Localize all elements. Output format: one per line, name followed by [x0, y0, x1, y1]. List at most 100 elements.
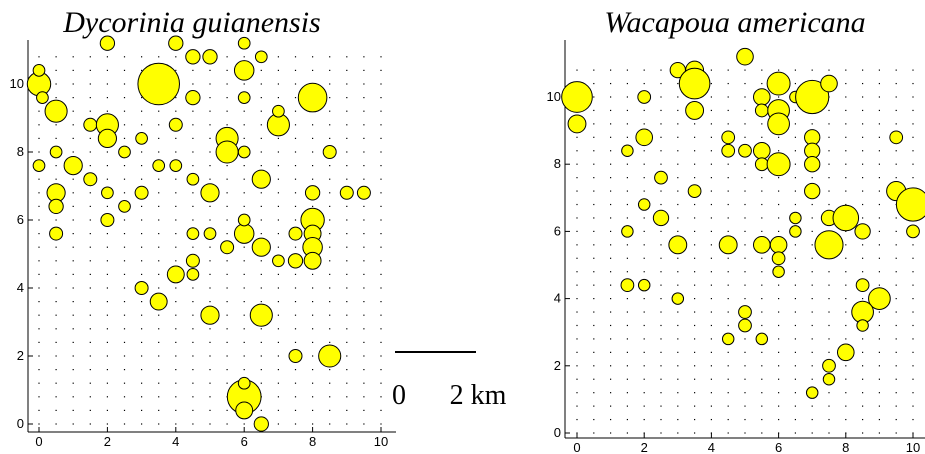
plot-dot	[89, 219, 91, 221]
plot-dot	[878, 418, 880, 421]
plot-dot	[72, 369, 74, 371]
plot-dot	[329, 137, 331, 139]
plot-dot	[209, 355, 211, 357]
plot-dot	[363, 287, 365, 289]
x-tick-label: 8	[842, 440, 849, 454]
plot-dot	[845, 150, 847, 152]
plot-dot	[593, 244, 595, 246]
plot-dot	[811, 311, 813, 313]
plot-dot	[576, 365, 578, 367]
plot-dot	[312, 69, 314, 71]
plot-dot	[363, 165, 365, 167]
plot-dot	[643, 405, 645, 407]
plot-dot	[643, 257, 645, 259]
plot-dot	[209, 205, 211, 207]
bubble-point	[772, 265, 785, 278]
plot-dot	[363, 56, 365, 58]
bubble-point	[736, 47, 754, 66]
plot-dot	[895, 257, 897, 259]
bubble-point	[288, 226, 303, 241]
plot-dot	[380, 301, 382, 303]
plot-dot	[106, 328, 108, 330]
plot-dot	[312, 301, 314, 303]
plot-dot	[610, 203, 612, 206]
plot-dot	[312, 396, 314, 398]
plot-dot	[626, 324, 628, 327]
plot-dot	[626, 271, 628, 273]
plot-dot	[243, 328, 245, 330]
plot-dot	[710, 311, 712, 313]
plot-dot	[895, 163, 897, 165]
plot-dot	[38, 56, 40, 58]
plot-dot	[209, 137, 211, 139]
tick-labels: 0 2 4 6 8 10 0 2 4 6 8 10	[10, 76, 389, 449]
plot-dot	[123, 56, 126, 58]
plot-dot	[593, 136, 595, 138]
plot-dot	[123, 273, 126, 275]
plot-dot	[141, 409, 143, 411]
bubble-point	[721, 143, 736, 158]
plot-dot	[312, 341, 314, 343]
plot-dot	[277, 219, 279, 221]
plot-dot	[677, 432, 679, 434]
plot-dot	[794, 351, 796, 353]
plot-dot	[778, 351, 780, 353]
plot-dot	[89, 151, 91, 153]
plot-dot	[346, 301, 348, 303]
plot-dot	[660, 432, 662, 434]
plot-dot	[192, 328, 194, 330]
plot-dot	[593, 82, 595, 85]
plot-dot	[727, 230, 729, 232]
plot-dot	[677, 378, 679, 380]
plot-dot	[72, 246, 74, 248]
plot-dot	[106, 69, 108, 71]
plot-dot	[643, 177, 645, 179]
plot-dot	[643, 123, 645, 125]
plot-dot	[710, 96, 712, 98]
bubble-point	[254, 50, 268, 64]
plot-dot	[175, 219, 177, 221]
plot-dot	[778, 69, 780, 71]
plot-dot	[778, 338, 780, 340]
plot-dot	[158, 314, 160, 316]
plot-dot	[626, 432, 628, 434]
plot-dot	[294, 423, 297, 425]
plot-dot	[226, 260, 228, 262]
bubble-point	[287, 253, 304, 269]
plot-dot	[209, 328, 211, 330]
plot-dot	[243, 301, 245, 303]
plot-dot	[55, 219, 57, 221]
plot-dot	[677, 217, 679, 219]
plot-dot	[828, 69, 830, 71]
plot-dot	[828, 203, 830, 206]
plot-dot	[660, 203, 662, 206]
plot-dot	[744, 82, 746, 85]
plot-dot	[175, 409, 177, 411]
plot-dot	[677, 324, 679, 327]
bubble-point	[635, 128, 654, 147]
plot-dot	[811, 257, 813, 259]
plot-dot	[243, 137, 245, 139]
plot-dot	[828, 298, 830, 300]
plot-dot	[158, 178, 160, 180]
plot-dot	[862, 338, 864, 340]
plot-dot	[209, 246, 211, 248]
plot-dot	[626, 365, 628, 367]
plot-dot	[677, 123, 679, 125]
plot-dot	[710, 351, 712, 353]
bubble-point	[621, 225, 634, 238]
y-tick-label: 0	[17, 416, 24, 431]
plot-dot	[744, 432, 746, 434]
plot-dot	[192, 110, 194, 112]
x-tick-label: 4	[708, 440, 715, 454]
bubble-point	[738, 305, 752, 319]
plot-dot	[260, 69, 262, 71]
plot-dot	[294, 151, 297, 153]
plot-dot	[380, 314, 382, 316]
plot-dot	[346, 341, 348, 343]
plot-dot	[243, 287, 245, 289]
plot-dot	[260, 369, 262, 371]
plot-dot	[175, 137, 177, 139]
plot-dot	[845, 257, 847, 259]
plot-dot	[346, 219, 348, 221]
